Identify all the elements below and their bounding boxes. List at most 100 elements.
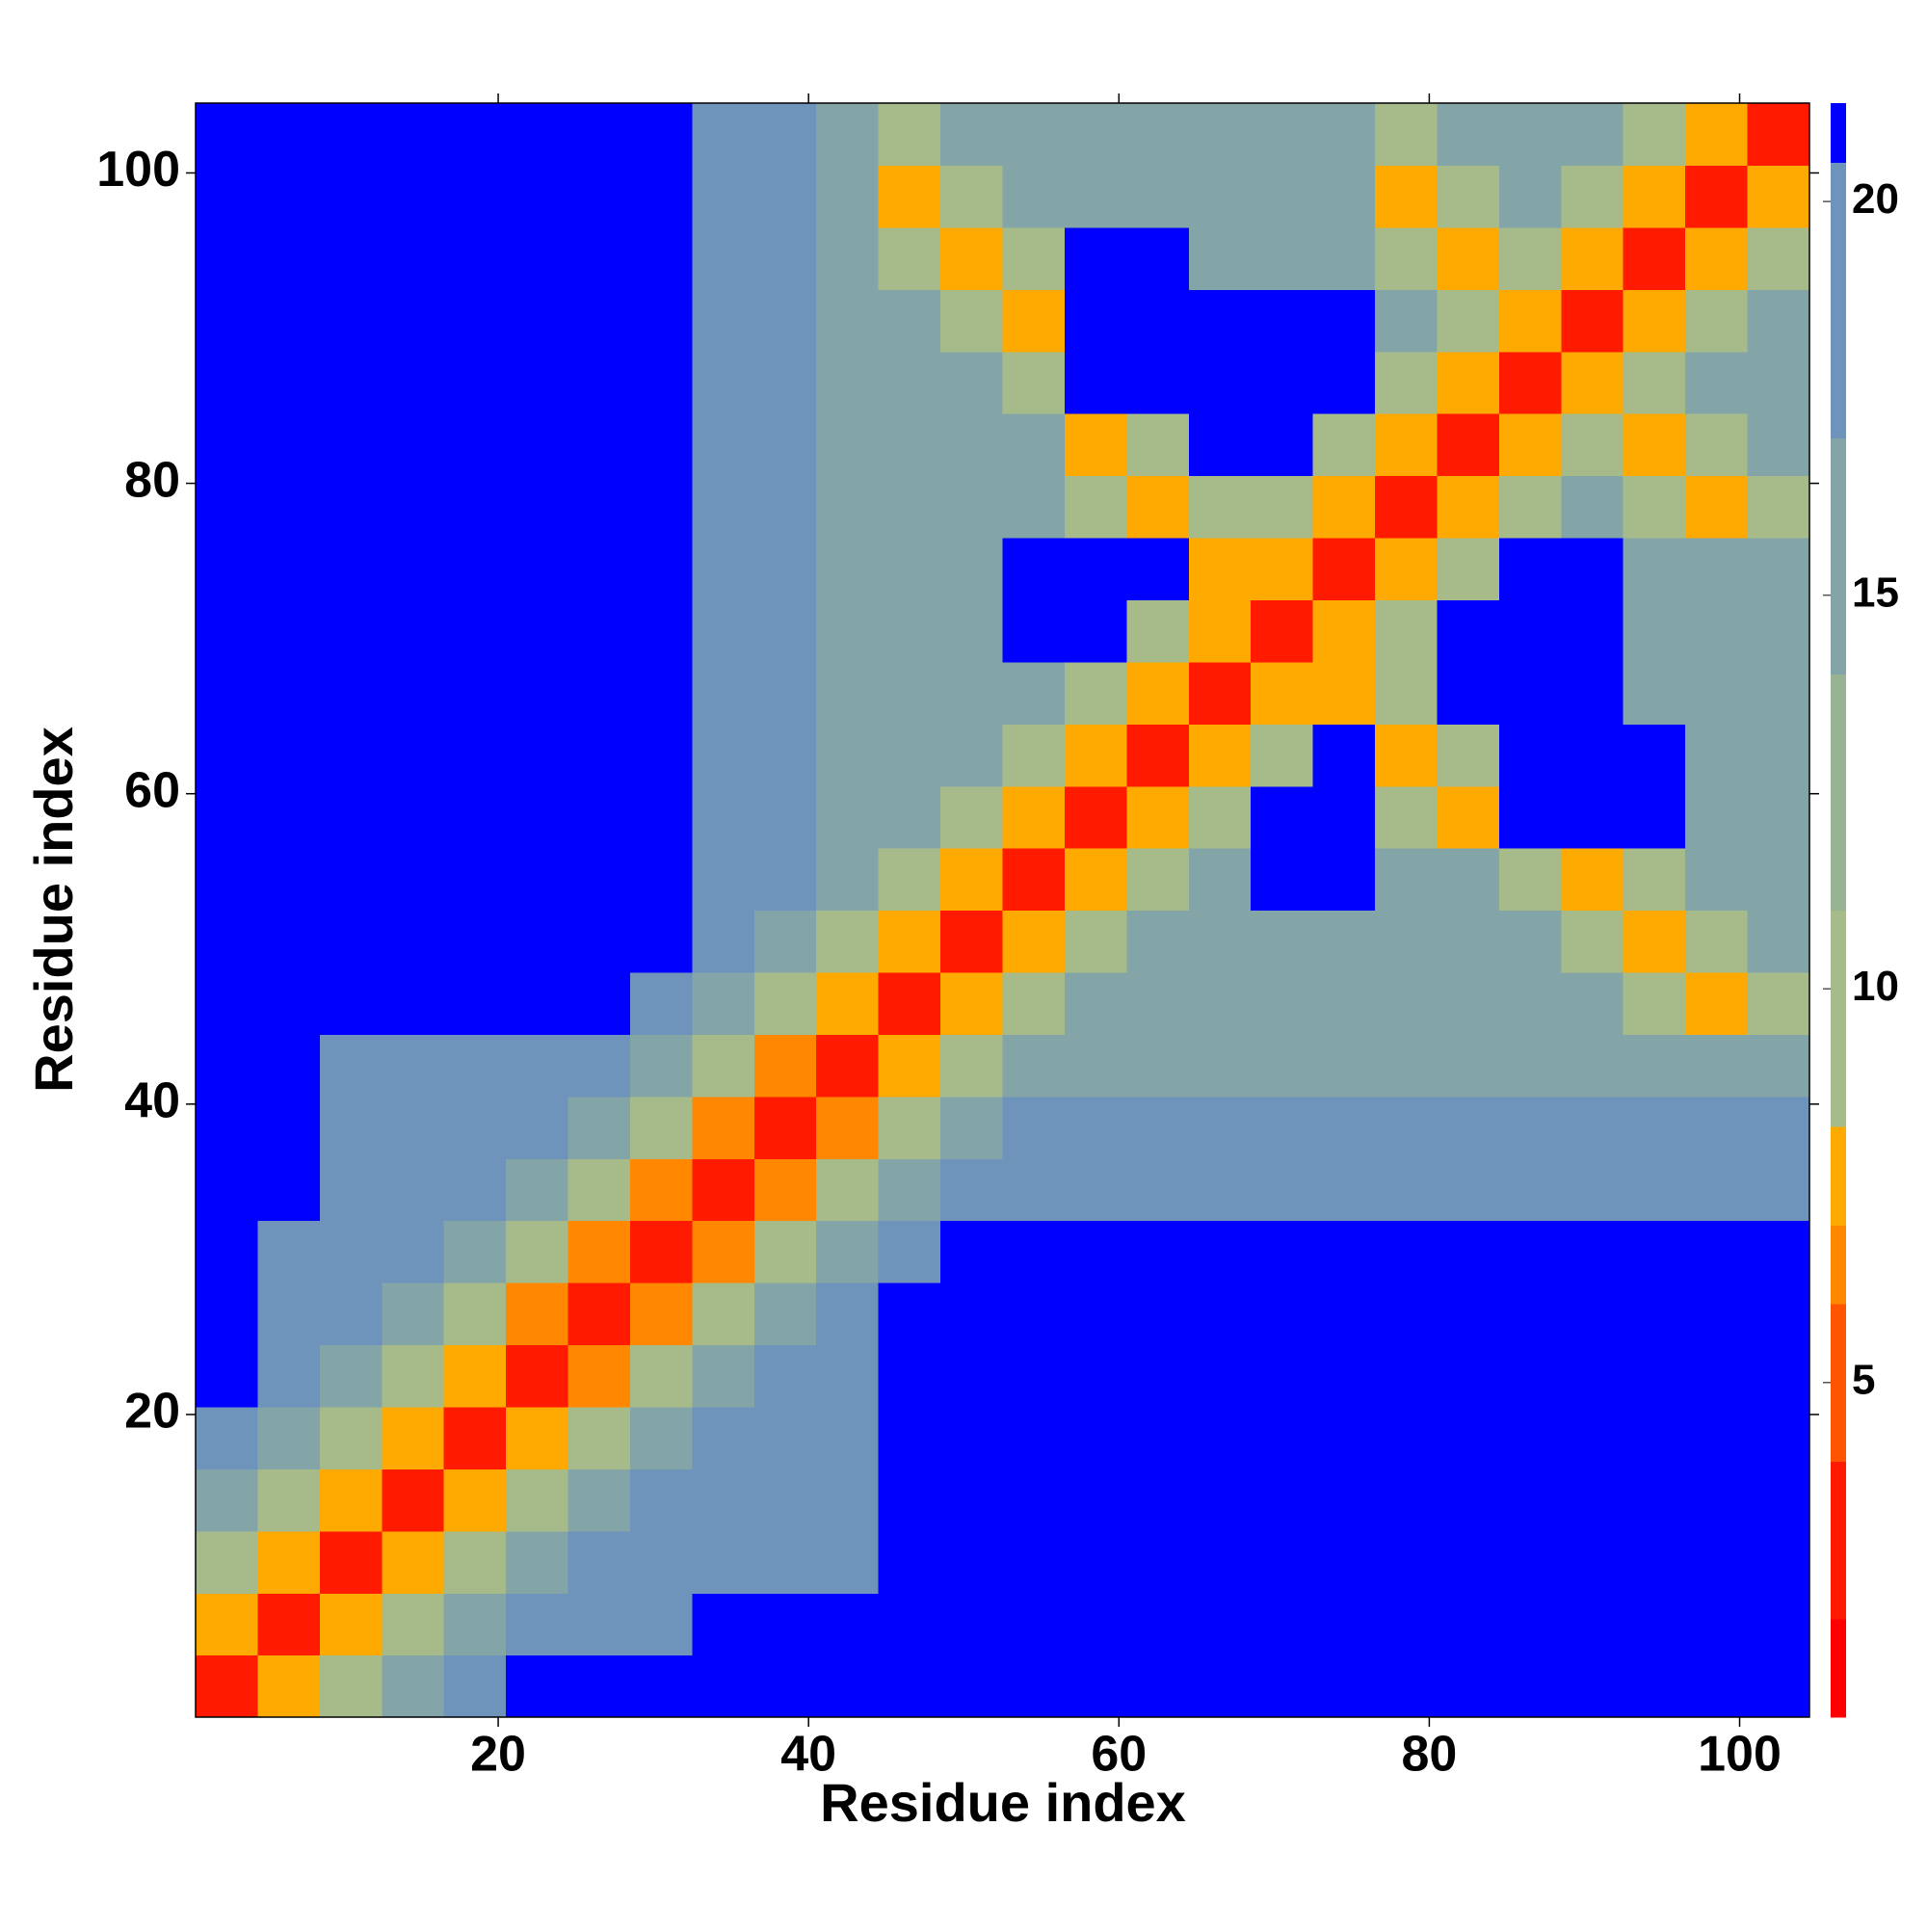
heatmap-cell (1437, 785, 1500, 849)
heatmap-cell (1685, 1096, 1749, 1159)
heatmap-cell (629, 1283, 693, 1346)
heatmap-cell (506, 1096, 569, 1159)
heatmap-cell (443, 226, 507, 290)
heatmap-cell (753, 351, 817, 414)
heatmap-cell (753, 910, 817, 973)
heatmap-cell (692, 413, 755, 477)
heatmap-cell (1064, 1593, 1127, 1656)
heatmap-cell (319, 1096, 383, 1159)
y-tick-label: 20 (124, 1384, 180, 1440)
heatmap-cell (629, 1406, 693, 1469)
heatmap-cell (629, 661, 693, 725)
heatmap-cell (1498, 351, 1562, 414)
heatmap-cell (257, 1344, 321, 1408)
heatmap-cell (753, 1654, 817, 1718)
heatmap-cell (753, 1158, 817, 1222)
heatmap-cell (568, 1406, 631, 1469)
heatmap-cell (1437, 226, 1500, 290)
heatmap-cell (1251, 785, 1314, 849)
heatmap-cell (506, 848, 569, 912)
heatmap-cell (1064, 785, 1127, 849)
heatmap-cell (816, 848, 880, 912)
heatmap-cell (816, 537, 880, 600)
heatmap-cell (196, 910, 259, 973)
heatmap-cell (1375, 1034, 1439, 1098)
heatmap-cell (1064, 1654, 1127, 1718)
heatmap-cell (319, 848, 383, 912)
heatmap-cell (878, 1530, 941, 1594)
heatmap-cell (1375, 971, 1439, 1035)
heatmap-cell (319, 1530, 383, 1594)
heatmap-cell (1002, 1469, 1066, 1532)
heatmap-cell (1188, 351, 1252, 414)
heatmap-cell (1623, 1469, 1686, 1532)
heatmap-cell (1685, 1593, 1749, 1656)
heatmap-cell (382, 1344, 445, 1408)
heatmap-cell (1126, 1034, 1190, 1098)
heatmap-cell (1375, 599, 1439, 663)
heatmap-cell (1561, 1654, 1624, 1718)
heatmap-cell (506, 1530, 569, 1594)
heatmap-cell (257, 537, 321, 600)
heatmap-cell (1375, 910, 1439, 973)
heatmap-cell (940, 661, 1004, 725)
heatmap-cell (257, 785, 321, 849)
heatmap-cell (319, 661, 383, 725)
heatmap-cell (1251, 1530, 1314, 1594)
heatmap-cell (1188, 1220, 1252, 1284)
heatmap-cell (319, 226, 383, 290)
heatmap-cell (878, 1469, 941, 1532)
heatmap-cell (382, 537, 445, 600)
heatmap-cell (568, 1283, 631, 1346)
heatmap-cell (1002, 1654, 1066, 1718)
heatmap-cell (443, 1344, 507, 1408)
heatmap-cell (753, 1344, 817, 1408)
heatmap-cell (1561, 1344, 1624, 1408)
heatmap-cell (878, 785, 941, 849)
heatmap-cell (1561, 599, 1624, 663)
heatmap-cell (1375, 226, 1439, 290)
heatmap-cell (1251, 1344, 1314, 1408)
heatmap-cell (1747, 661, 1810, 725)
heatmap-cell (257, 1593, 321, 1656)
heatmap-cell (816, 1406, 880, 1469)
heatmap-cell (382, 351, 445, 414)
heatmap-cell (382, 1158, 445, 1222)
heatmap-cell (1561, 1220, 1624, 1284)
heatmap-cell (1685, 785, 1749, 849)
heatmap-cell (1685, 1158, 1749, 1222)
heatmap-cell (506, 1220, 569, 1284)
heatmap-cell (1685, 661, 1749, 725)
heatmap-cell (257, 1406, 321, 1469)
heatmap-cell (443, 1654, 507, 1718)
heatmap-cell (692, 1283, 755, 1346)
heatmap-cell (1498, 599, 1562, 663)
colorbar-segment (1831, 1126, 1846, 1226)
heatmap-cell (196, 1158, 259, 1222)
heatmap-cell (1251, 910, 1314, 973)
heatmap-cell (443, 848, 507, 912)
heatmap-cell (382, 165, 445, 228)
heatmap-cell (629, 413, 693, 477)
heatmap-cell (196, 661, 259, 725)
heatmap-cell (1375, 1593, 1439, 1656)
heatmap-cell (1064, 971, 1127, 1035)
heatmap-cell (1498, 661, 1562, 725)
heatmap-cell (1251, 1220, 1314, 1284)
heatmap-cell (1002, 599, 1066, 663)
heatmap-cell (506, 165, 569, 228)
heatmap-cell (753, 661, 817, 725)
heatmap-cell (1188, 1530, 1252, 1594)
heatmap-cell (816, 971, 880, 1035)
heatmap-cell (443, 537, 507, 600)
heatmap-cell (1002, 1593, 1066, 1656)
heatmap-cell (1437, 1158, 1500, 1222)
heatmap-cell (1312, 537, 1376, 600)
heatmap-cell (1126, 475, 1190, 539)
heatmap-cell (1251, 351, 1314, 414)
heatmap-cell (1375, 661, 1439, 725)
heatmap-cell (753, 1220, 817, 1284)
heatmap-cell (878, 1034, 941, 1098)
heatmap-cell (1561, 971, 1624, 1035)
heatmap-cell (1126, 661, 1190, 725)
